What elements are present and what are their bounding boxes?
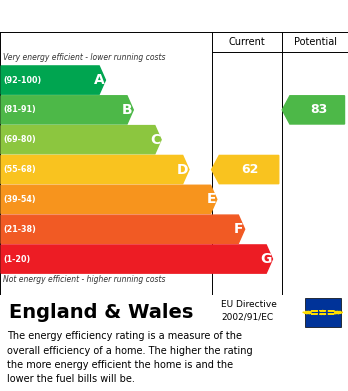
Text: G: G	[260, 252, 271, 266]
Text: Potential: Potential	[294, 37, 337, 47]
Text: Not energy efficient - higher running costs: Not energy efficient - higher running co…	[3, 275, 165, 284]
Text: (1-20): (1-20)	[3, 255, 31, 264]
Polygon shape	[1, 245, 272, 273]
Text: 83: 83	[310, 103, 327, 117]
Polygon shape	[303, 312, 309, 313]
Polygon shape	[336, 312, 343, 313]
Text: 62: 62	[242, 163, 259, 176]
Text: The energy efficiency rating is a measure of the
overall efficiency of a home. T: The energy efficiency rating is a measur…	[7, 331, 253, 384]
Polygon shape	[305, 311, 311, 312]
Text: (55-68): (55-68)	[3, 165, 36, 174]
Polygon shape	[282, 96, 345, 124]
Polygon shape	[212, 155, 279, 184]
Polygon shape	[1, 185, 217, 213]
Text: B: B	[121, 103, 132, 117]
Polygon shape	[1, 96, 133, 124]
Text: (69-80): (69-80)	[3, 135, 36, 144]
Polygon shape	[319, 310, 326, 311]
Text: Energy Efficiency Rating: Energy Efficiency Rating	[9, 9, 211, 23]
Polygon shape	[1, 66, 105, 94]
Polygon shape	[1, 155, 189, 184]
Text: (92-100): (92-100)	[3, 75, 42, 84]
Text: Very energy efficient - lower running costs: Very energy efficient - lower running co…	[3, 53, 165, 62]
FancyBboxPatch shape	[304, 298, 341, 327]
Text: (81-91): (81-91)	[3, 106, 36, 115]
Polygon shape	[1, 215, 245, 243]
Text: Current: Current	[229, 37, 265, 47]
Text: D: D	[176, 163, 188, 177]
Text: F: F	[234, 222, 244, 236]
Polygon shape	[334, 311, 341, 312]
Polygon shape	[334, 313, 341, 314]
Polygon shape	[305, 313, 311, 314]
Text: A: A	[94, 73, 104, 87]
Text: (39-54): (39-54)	[3, 195, 36, 204]
Text: (21-38): (21-38)	[3, 225, 36, 234]
Text: E: E	[206, 192, 216, 206]
Text: England & Wales: England & Wales	[9, 303, 193, 322]
Text: C: C	[150, 133, 160, 147]
Text: EU Directive
2002/91/EC: EU Directive 2002/91/EC	[221, 300, 277, 321]
Polygon shape	[1, 126, 161, 154]
